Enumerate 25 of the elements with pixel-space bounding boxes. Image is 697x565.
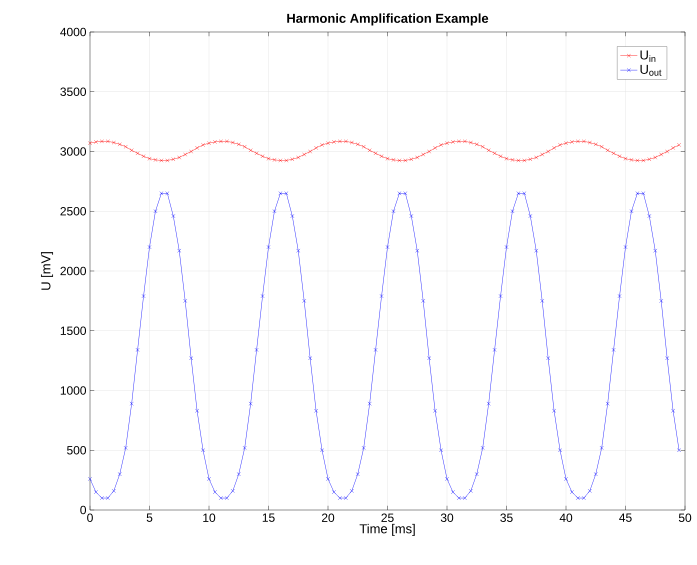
y-tick-label: 2500	[60, 207, 86, 216]
y-tick-label: 0	[80, 506, 86, 514]
x-tick-label: 10	[203, 514, 216, 522]
x-axis-title: Time [ms]	[360, 524, 415, 536]
x-tick-label: 25	[381, 514, 394, 522]
x-tick-label: 5	[146, 514, 152, 522]
y-tick-label: 1000	[60, 386, 86, 395]
y-tick-label: 2000	[60, 266, 86, 276]
x-tick-label: 20	[322, 514, 334, 522]
y-tick-label: 500	[67, 446, 86, 454]
x-tick-label: 15	[262, 514, 275, 522]
y-tick-label: 3500	[60, 88, 86, 96]
x-tick-label: 30	[440, 514, 454, 522]
x-tick-label: 50	[678, 514, 692, 522]
chart-title: Harmonic Amplification Example	[287, 13, 488, 26]
legend-label: U$_{out}$	[640, 64, 662, 76]
x-tick-label: 35	[500, 514, 513, 522]
y-tick-label: 3000	[60, 147, 86, 156]
y-axis-title: U [mV]	[40, 252, 54, 290]
y-tick-label: 4000	[60, 28, 86, 36]
x-tick-label: 0	[87, 514, 93, 522]
x-tick-label: 40	[560, 514, 572, 522]
legend-label: U$_{in}$	[640, 50, 656, 62]
y-tick-label: 1500	[60, 326, 86, 335]
x-tick-label: 45	[619, 514, 632, 522]
